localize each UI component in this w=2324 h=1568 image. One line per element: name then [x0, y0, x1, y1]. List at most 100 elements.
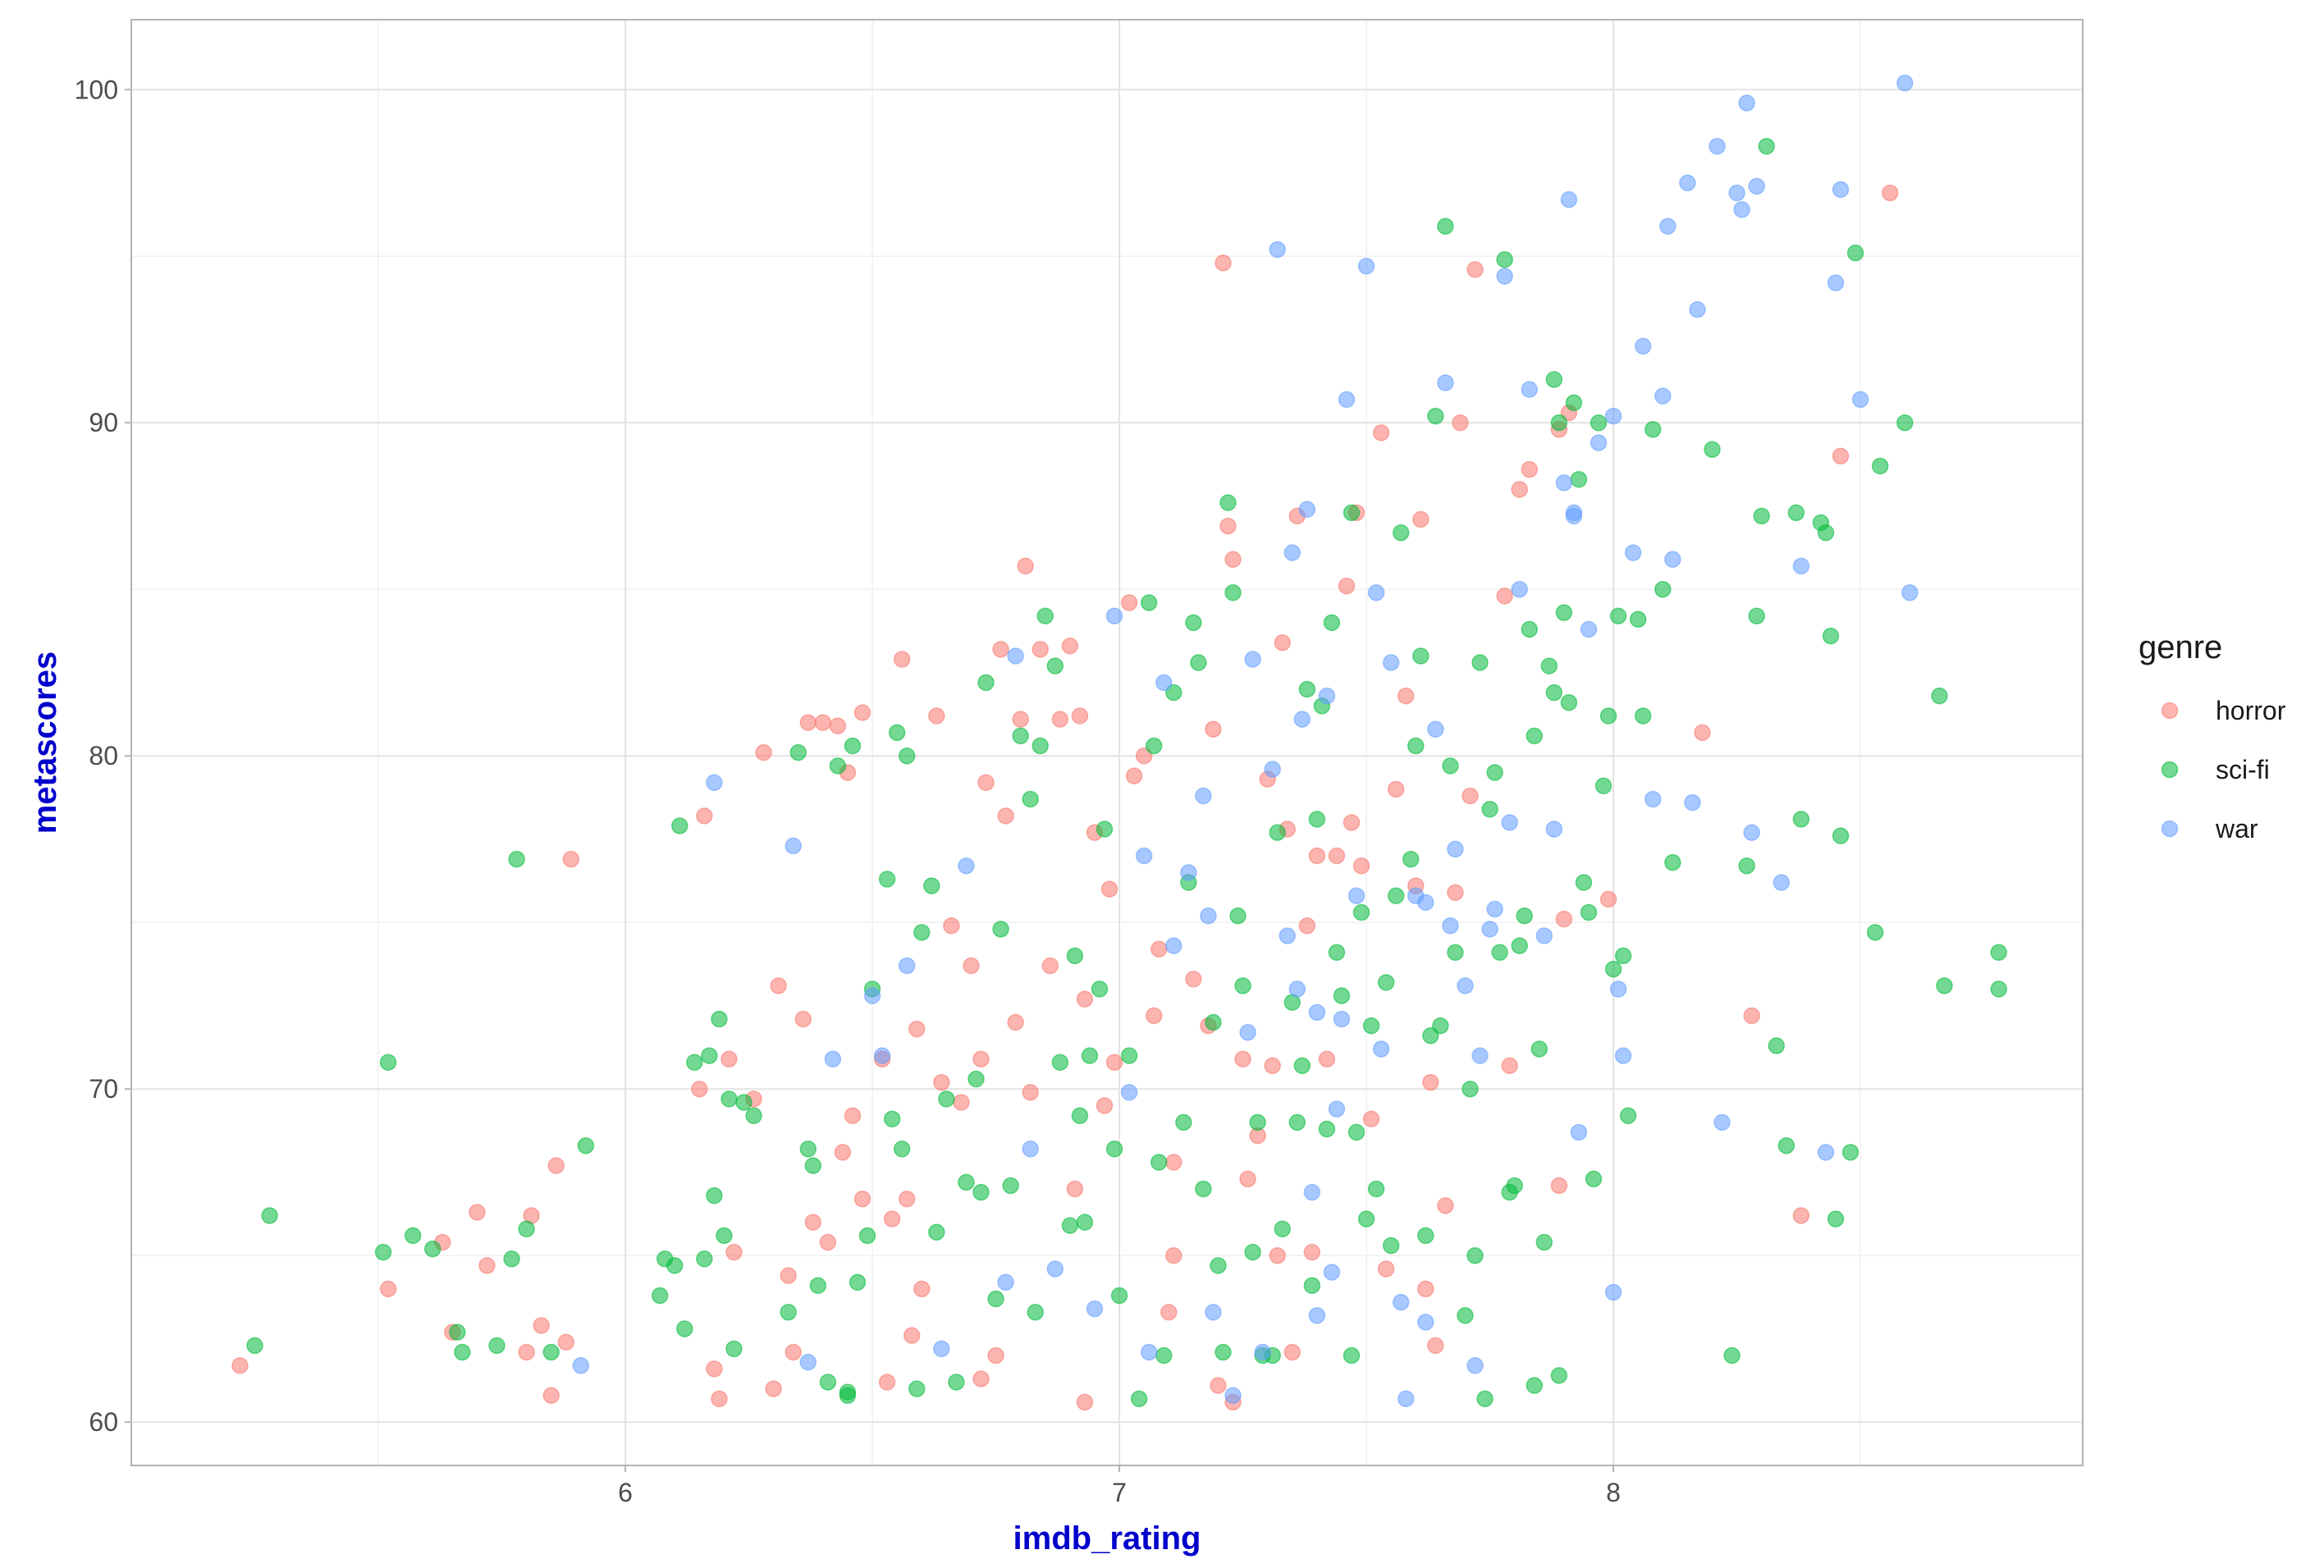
data-point-horror — [557, 1333, 575, 1351]
data-point-sci-fi — [1165, 683, 1183, 702]
data-point-sci-fi — [1644, 421, 1662, 438]
data-point-sci-fi — [1555, 604, 1573, 621]
data-point-sci-fi — [1442, 757, 1459, 775]
data-point-sci-fi — [1422, 1027, 1439, 1045]
data-point-sci-fi — [1234, 977, 1251, 994]
data-point-horror — [1550, 1177, 1568, 1195]
legend-key-sci-fi — [2161, 761, 2179, 779]
data-point-war — [933, 1340, 950, 1358]
data-point-horror — [1511, 481, 1528, 498]
data-point-war — [1007, 647, 1024, 665]
x-tick-label: 8 — [1606, 1478, 1621, 1507]
data-point-horror — [547, 1157, 565, 1174]
data-point-sci-fi — [1654, 580, 1672, 598]
data-point-sci-fi — [1619, 1107, 1637, 1124]
data-point-sci-fi — [1777, 1136, 1796, 1154]
data-point-horror — [1422, 1073, 1439, 1091]
data-point-horror — [1120, 594, 1138, 611]
data-point-war — [1471, 1047, 1489, 1064]
data-point-sci-fi — [1298, 680, 1316, 698]
data-point-sci-fi — [696, 1250, 713, 1268]
data-point-war — [1318, 687, 1336, 705]
data-point-war — [1664, 551, 1681, 568]
data-point-war — [1654, 387, 1672, 405]
data-point-sci-fi — [1417, 1227, 1434, 1245]
data-point-horror — [1239, 1170, 1256, 1188]
data-point-war — [1022, 1141, 1039, 1158]
data-point-sci-fi — [1427, 407, 1444, 425]
y-tick-label: 90 — [89, 408, 118, 437]
data-point-sci-fi — [1387, 887, 1405, 905]
data-point-war — [1086, 1300, 1104, 1318]
data-point-sci-fi — [1491, 944, 1508, 962]
data-point-war — [1511, 580, 1528, 598]
data-point-war — [1792, 557, 1810, 575]
data-point-horror — [518, 1343, 535, 1361]
data-point-horror — [1318, 1050, 1336, 1067]
data-point-sci-fi — [1990, 981, 2007, 998]
data-point-sci-fi — [1768, 1037, 1785, 1054]
data-point-sci-fi — [1185, 614, 1202, 632]
data-point-horror — [1362, 1110, 1380, 1128]
data-point-horror — [977, 774, 995, 791]
data-point-sci-fi — [1457, 1307, 1474, 1324]
data-point-sci-fi — [449, 1323, 466, 1341]
data-point-sci-fi — [1496, 251, 1513, 268]
data-point-war — [1580, 620, 1598, 638]
data-point-horror — [533, 1317, 550, 1334]
data-point-sci-fi — [1580, 903, 1598, 921]
data-point-war — [1817, 1144, 1835, 1161]
data-point-horror — [725, 1243, 743, 1261]
data-point-war — [1293, 711, 1311, 728]
data-point-war — [1604, 407, 1622, 425]
data-point-horror — [1417, 1280, 1434, 1298]
data-point-horror — [1338, 577, 1356, 595]
data-point-sci-fi — [1609, 607, 1627, 624]
data-point-sci-fi — [1091, 981, 1109, 998]
data-point-war — [1205, 1303, 1222, 1321]
data-point-horror — [1185, 971, 1202, 988]
data-point-horror — [819, 1233, 837, 1251]
data-point-war — [1748, 177, 1765, 195]
data-point-sci-fi — [1511, 937, 1528, 954]
data-point-war — [1269, 240, 1286, 258]
data-point-sci-fi — [1530, 1040, 1549, 1058]
data-point-war — [1609, 981, 1627, 998]
data-point-horror — [1160, 1303, 1178, 1321]
data-point-sci-fi — [1120, 1047, 1138, 1064]
data-point-sci-fi — [1347, 1123, 1366, 1141]
data-point-sci-fi — [1323, 614, 1341, 632]
data-point-horror — [1298, 917, 1316, 935]
data-point-horror — [1437, 1197, 1454, 1214]
data-point-war — [1308, 1003, 1326, 1022]
data-point-war — [1323, 1264, 1341, 1281]
data-point-horror — [1466, 261, 1484, 278]
data-point-sci-fi — [888, 724, 906, 742]
data-point-sci-fi — [1022, 790, 1039, 808]
data-point-horror — [1352, 857, 1370, 875]
data-point-war — [1896, 74, 1914, 92]
data-point-horror — [878, 1374, 896, 1391]
data-point-sci-fi — [670, 817, 689, 834]
data-point-horror — [1264, 1057, 1281, 1075]
data-point-sci-fi — [938, 1090, 955, 1108]
data-point-sci-fi — [518, 1220, 535, 1237]
data-point-sci-fi — [701, 1047, 718, 1064]
data-point-war — [1545, 821, 1563, 838]
data-point-horror — [1234, 1050, 1251, 1067]
data-point-horror — [1501, 1057, 1518, 1075]
data-point-sci-fi — [1367, 1180, 1385, 1198]
data-point-war — [1555, 474, 1573, 491]
data-point-war — [1743, 824, 1760, 841]
data-point-sci-fi — [1599, 707, 1617, 725]
data-point-sci-fi — [1516, 907, 1533, 925]
data-point-sci-fi — [878, 871, 896, 888]
data-point-sci-fi — [1723, 1346, 1741, 1365]
data-point-sci-fi — [1036, 607, 1054, 624]
panel-border — [130, 19, 2084, 1466]
data-point-sci-fi — [1195, 1180, 1212, 1198]
data-point-sci-fi — [1462, 1080, 1479, 1098]
data-point-horror — [1308, 847, 1326, 865]
data-point-sci-fi — [1150, 1154, 1168, 1171]
